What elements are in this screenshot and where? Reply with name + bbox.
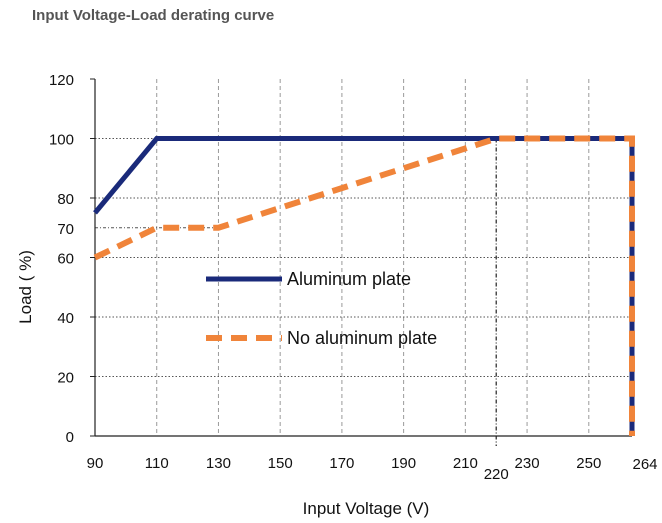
y-tick-label: 80 <box>57 191 74 208</box>
x-axis-title: Input Voltage (V) <box>303 499 430 518</box>
chart-title: Input Voltage-Load derating curve <box>32 7 275 24</box>
series-lines <box>93 135 635 436</box>
y-tick-label: 0 <box>66 429 74 446</box>
x-tick-label: 170 <box>329 455 354 472</box>
x-tick-labels: 90 110 130 150 170 190 210 230 250 220 264 <box>87 455 658 483</box>
x-tick-label: 90 <box>87 455 104 472</box>
x-tick-label: 250 <box>576 455 601 472</box>
x-tick-label: 230 <box>515 455 540 472</box>
x-tick-label: 220 <box>484 466 509 483</box>
x-tick-label: 150 <box>268 455 293 472</box>
x-tick-label: 110 <box>145 455 169 472</box>
y-tick-label: 100 <box>49 132 74 149</box>
x-tick-label: 130 <box>206 455 231 472</box>
y-tick-label: 70 <box>57 221 74 238</box>
x-tick-label: 210 <box>453 455 478 472</box>
y-tick-label: 120 <box>49 72 74 89</box>
y-tick-labels: 0 20 40 60 80 100 120 70 <box>49 72 74 446</box>
y-tick-label: 40 <box>57 310 74 327</box>
x-tick-label: 190 <box>391 455 416 472</box>
grid-lines <box>95 79 632 446</box>
series-line-no-aluminum-plate <box>93 135 635 436</box>
y-tick-label: 60 <box>57 251 74 268</box>
legend-label: Aluminum plate <box>287 269 411 289</box>
legend: Aluminum plate No aluminum plate <box>206 269 437 348</box>
y-tick-label: 20 <box>57 370 74 387</box>
legend-label: No aluminum plate <box>287 328 437 348</box>
y-axis-title: Load ( %) <box>16 250 35 324</box>
x-tick-label: 264 <box>632 456 657 473</box>
